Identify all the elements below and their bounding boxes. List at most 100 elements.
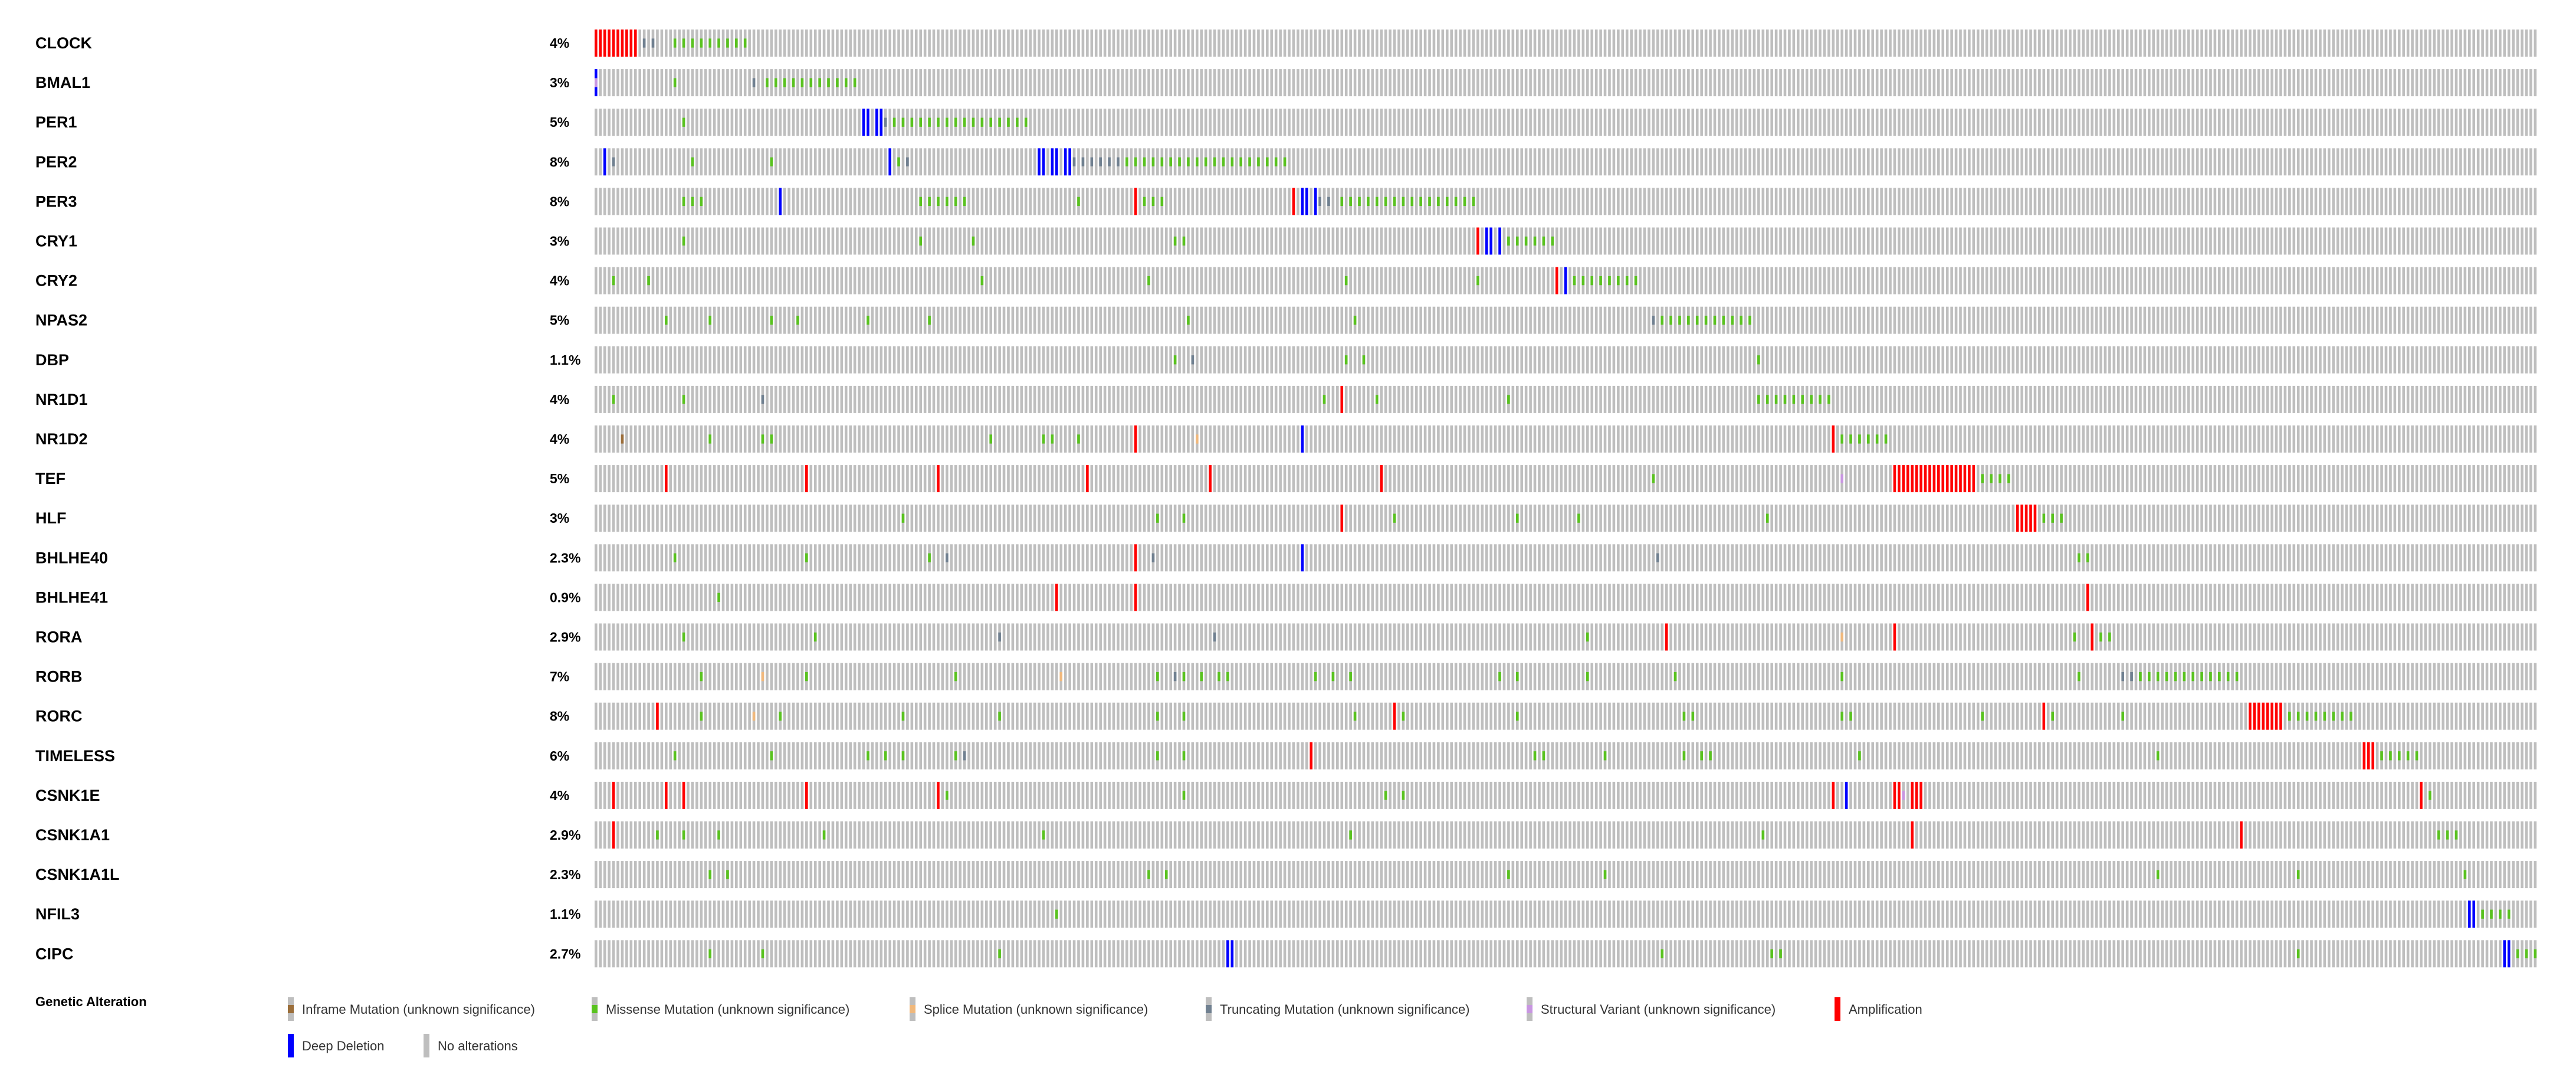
sample-cell: [2534, 148, 2537, 176]
sample-cell: [2341, 346, 2344, 374]
sample-cell: [914, 30, 918, 57]
sample-cell: [2231, 109, 2234, 136]
sample-cell: [1472, 30, 1475, 57]
sample-cell: [1757, 188, 1760, 215]
sample-cell: [1555, 385, 1558, 413]
sample-cell: [1981, 267, 1984, 294]
sample-cell: [774, 306, 777, 334]
sample-cell: [2196, 109, 2199, 136]
sample-cell: [2450, 69, 2453, 97]
sample-cell: [1191, 188, 1195, 215]
sample-cell: [1862, 425, 1866, 453]
sample-cell: [1051, 188, 1054, 215]
sample-cell: [2191, 306, 2195, 334]
sample-cell: [2529, 109, 2532, 136]
sample-cell: [2327, 109, 2331, 136]
sample-cell: [752, 188, 756, 215]
mutation-mark: [1766, 395, 1769, 404]
sample-cell: [836, 109, 839, 136]
sample-cell: [1191, 109, 1195, 136]
mutation-mark: [1507, 395, 1510, 404]
sample-cell: [1235, 227, 1238, 255]
sample-cell: [1204, 267, 1207, 294]
sample-cell: [1270, 346, 1274, 374]
sample-cell: [1160, 385, 1164, 413]
sample-cell: [1906, 30, 1909, 57]
sample-cell: [2051, 109, 2054, 136]
sample-cell: [1463, 385, 1466, 413]
sample-cell: [1594, 69, 1598, 97]
sample-cell: [1454, 109, 1458, 136]
sample-cell: [2218, 188, 2221, 215]
sample-cell: [892, 69, 896, 97]
sample-cell: [1893, 267, 1896, 294]
sample-cell: [963, 227, 966, 255]
sample-cell: [1726, 346, 1730, 374]
sample-cell: [2069, 69, 2072, 97]
sample-cell: [1375, 69, 1379, 97]
sample-cell: [985, 109, 988, 136]
sample-cell: [822, 227, 826, 255]
sample-cell: [2174, 188, 2177, 215]
sample-cell: [2467, 109, 2471, 136]
sample-cell: [2116, 267, 2120, 294]
sample-cell: [880, 109, 883, 136]
sample-cell: [849, 109, 852, 136]
sample-cell: [1402, 385, 1405, 413]
sample-cell: [629, 227, 633, 255]
sample-cell: [595, 227, 598, 255]
sample-cell: [1498, 30, 1501, 57]
sample-cell: [2490, 148, 2493, 176]
sample-cell: [2375, 148, 2379, 176]
sample-cell: [1283, 346, 1287, 374]
sample-cell: [1173, 306, 1177, 334]
sample-cell: [656, 109, 659, 136]
sample-cell: [1397, 227, 1400, 255]
sample-cell: [1279, 148, 1282, 176]
sample-cell: [1331, 346, 1335, 374]
sample-cell: [1893, 306, 1896, 334]
sample-cell: [1327, 267, 1330, 294]
sample-cell: [2420, 306, 2423, 334]
sample-cell: [2139, 148, 2142, 176]
sample-cell: [2446, 109, 2449, 136]
sample-cell: [796, 148, 799, 176]
sample-cell: [1568, 30, 1571, 57]
sample-cell: [2226, 346, 2230, 374]
sample-cell: [1138, 109, 1141, 136]
sample-cell: [608, 227, 611, 255]
sample-cell: [2429, 346, 2431, 374]
sample-cell: [2485, 69, 2489, 97]
sample-cell: [1301, 346, 1304, 374]
sample-cell: [1218, 306, 1220, 334]
sample-cell: [2112, 30, 2116, 57]
sample-cell: [2121, 188, 2125, 215]
sample-cell: [1796, 385, 1800, 413]
sample-cell: [1753, 227, 1756, 255]
sample-cell: [1744, 425, 1747, 453]
sample-cell: [1331, 148, 1335, 176]
sample-cell: [726, 385, 729, 413]
sample-cell: [1648, 148, 1650, 176]
sample-cell: [2091, 148, 2093, 176]
sample-cell: [2183, 227, 2186, 255]
sample-cell: [2332, 69, 2335, 97]
sample-cell: [1103, 267, 1107, 294]
sample-cell: [2283, 267, 2287, 294]
sample-cell: [1875, 306, 1879, 334]
sample-cell: [800, 148, 804, 176]
sample-cell: [980, 385, 984, 413]
sample-cell: [1586, 227, 1589, 255]
sample-cell: [1090, 109, 1094, 136]
sample-cell: [2327, 188, 2331, 215]
sample-cell: [2024, 346, 2028, 374]
sample-cell: [1371, 425, 1374, 453]
mutation-mark: [1173, 355, 1177, 365]
sample-cell: [2099, 425, 2102, 453]
sample-cell: [2024, 69, 2028, 97]
sample-cell: [1279, 30, 1282, 57]
sample-cell: [774, 148, 777, 176]
sample-cell: [1064, 306, 1067, 334]
sample-cell: [2240, 267, 2243, 294]
sample-cell: [2116, 227, 2120, 255]
